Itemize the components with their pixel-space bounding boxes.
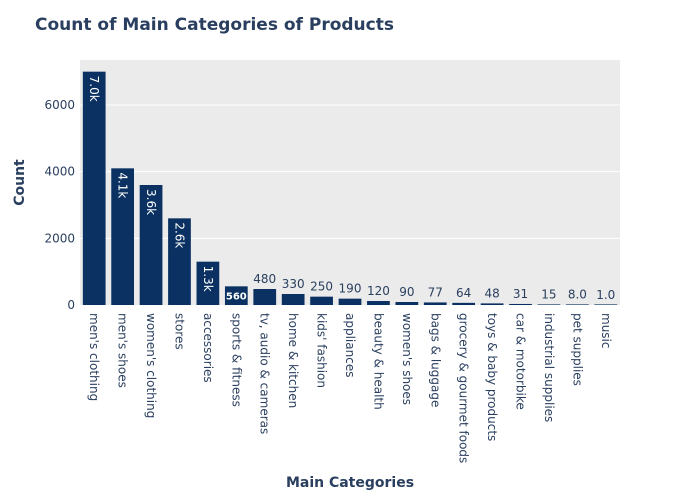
data-label: 90 xyxy=(399,285,414,299)
y-tick-label: 0 xyxy=(67,298,75,312)
x-tick-label: car & motorbike xyxy=(514,313,528,410)
y-tick-label: 2000 xyxy=(44,231,75,245)
bar xyxy=(224,286,248,305)
data-label: 120 xyxy=(367,284,390,298)
data-label: 7.0k xyxy=(87,76,101,102)
x-axis-ticks: men's clothing men's shoes women's clothin… xyxy=(87,313,613,463)
data-label: 1.0 xyxy=(596,288,615,302)
data-label: 8.0 xyxy=(568,288,587,302)
x-tick-label: women's shoes xyxy=(400,313,414,405)
data-label: 3.6k xyxy=(144,189,158,215)
bar xyxy=(452,302,476,305)
bar xyxy=(82,71,106,306)
x-tick-label: women's clothing xyxy=(144,313,158,418)
bar xyxy=(196,261,220,305)
data-label: 250 xyxy=(310,280,333,294)
bar xyxy=(281,294,305,305)
bar xyxy=(566,304,589,305)
x-tick-label: bags & luggage xyxy=(428,313,442,407)
data-label: 4.1k xyxy=(116,172,130,198)
x-tick-label: industrial supplies xyxy=(542,313,556,422)
y-tick-label: 4000 xyxy=(44,165,75,179)
data-label: 77 xyxy=(428,285,443,299)
bar xyxy=(168,218,191,305)
y-tick-label: 6000 xyxy=(44,98,75,112)
data-labels: 7.0k 4.1k 3.6k 2.6k 1.3k 560 480 330 250 190 120 90… xyxy=(87,76,615,303)
x-tick-label: sports & fitness xyxy=(229,313,243,407)
y-axis-title: Count xyxy=(12,159,28,206)
bar xyxy=(537,304,561,305)
data-label: 64 xyxy=(456,286,471,300)
x-tick-label: stores xyxy=(172,313,186,350)
x-tick-label: pet supplies xyxy=(570,313,584,386)
bar xyxy=(111,168,134,305)
x-tick-label: home & kitchen xyxy=(286,313,300,408)
x-tick-label: grocery & gourmet foods xyxy=(457,313,471,463)
bar xyxy=(139,185,163,305)
bars xyxy=(82,71,618,306)
x-tick-label: toys & baby products xyxy=(485,313,499,441)
x-tick-label: men's shoes xyxy=(116,313,130,388)
data-label: 2.6k xyxy=(172,222,186,248)
bar xyxy=(367,301,390,305)
data-label: 560 xyxy=(226,292,247,303)
bar xyxy=(310,296,333,305)
x-tick-label: appliances xyxy=(343,313,357,377)
bar xyxy=(509,303,532,305)
bar xyxy=(423,302,447,305)
x-tick-label: music xyxy=(599,313,613,348)
x-tick-label: accessories xyxy=(201,313,215,383)
y-axis-ticks: 0 2000 4000 6000 xyxy=(44,98,75,312)
data-label: 480 xyxy=(253,272,276,286)
bar xyxy=(253,289,277,305)
bar xyxy=(338,298,362,305)
data-label: 48 xyxy=(484,286,499,300)
bar xyxy=(395,302,419,305)
data-label: 15 xyxy=(541,288,556,302)
x-tick-label: kids' fashion xyxy=(315,313,329,388)
x-tick-label: men's clothing xyxy=(87,313,101,401)
data-label: 1.3k xyxy=(201,266,215,292)
data-label: 190 xyxy=(339,282,362,296)
x-tick-label: beauty & health xyxy=(371,313,385,410)
data-label: 330 xyxy=(282,277,305,291)
bar xyxy=(480,303,504,305)
x-axis-title: Main Categories xyxy=(286,475,414,491)
data-label: 31 xyxy=(513,287,528,301)
chart-title: Count of Main Categories of Products xyxy=(35,15,394,35)
bar xyxy=(594,304,618,305)
x-tick-label: tv, audio & cameras xyxy=(258,313,272,434)
